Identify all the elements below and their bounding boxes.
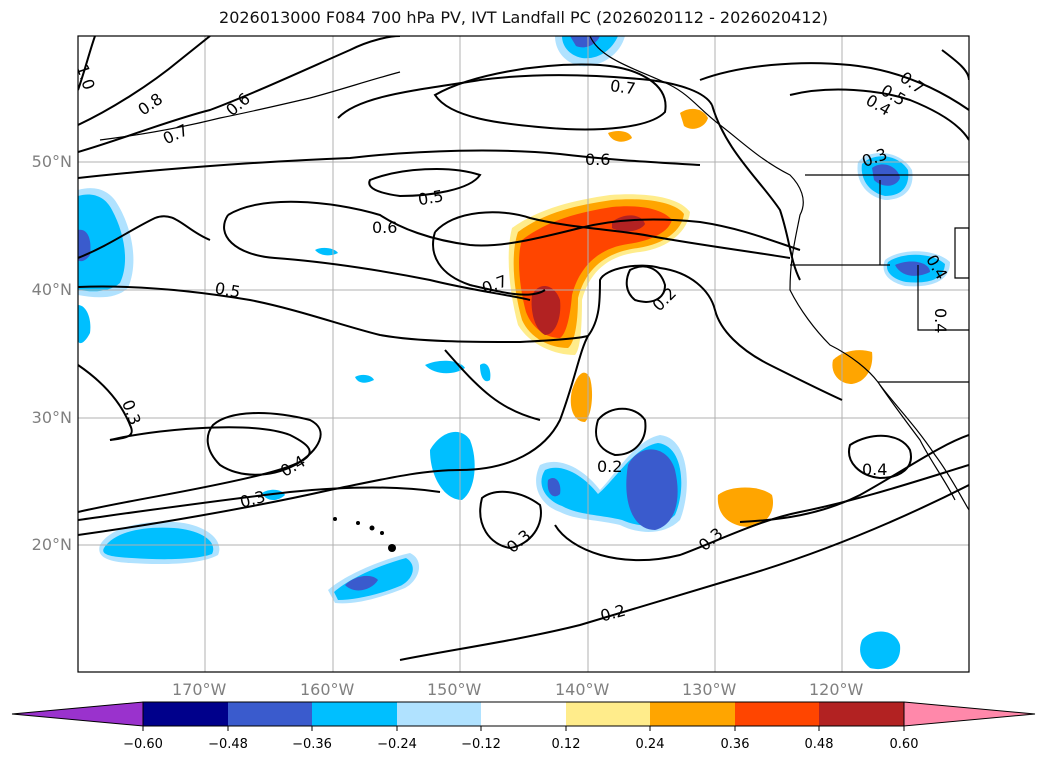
colorbar-swatch	[228, 702, 312, 726]
colorbar-swatch	[143, 702, 228, 726]
lon-label: 120°W	[809, 680, 864, 699]
contour-label: 0.6	[372, 218, 397, 237]
colorbar-tick-label: −0.36	[292, 737, 332, 752]
lon-label: 160°W	[300, 680, 355, 699]
lat-label: 20°N	[31, 535, 72, 554]
colorbar-swatch	[650, 702, 735, 726]
colorbar-swatch	[819, 702, 904, 726]
map-frame	[77, 35, 970, 673]
colorbar-tick-label: 0.60	[889, 737, 919, 752]
pv-contours	[78, 36, 969, 661]
hawaii-islands	[333, 517, 396, 552]
colorbar-tick-label: 0.24	[635, 737, 665, 752]
lon-label: 170°W	[172, 680, 227, 699]
contour-label: 0.7	[609, 76, 637, 98]
colorbar-tick-label: −0.12	[461, 737, 501, 752]
colorbar-swatch	[566, 702, 650, 726]
contour-label: 0.6	[585, 150, 610, 169]
lat-label: 50°N	[31, 152, 72, 171]
contour-label: 1.0	[73, 62, 99, 92]
coastlines	[99, 36, 969, 511]
contour-label: 0.5	[213, 279, 241, 302]
colorbar-tick-label: −0.60	[123, 737, 163, 752]
lat-label: 30°N	[31, 408, 72, 427]
map-title: 2026013000 F084 700 hPa PV, IVT Landfall…	[219, 8, 828, 27]
colorbar-tick-label: −0.24	[377, 737, 417, 752]
lon-label: 150°W	[427, 680, 482, 699]
colorbar-swatch	[312, 702, 397, 726]
lon-label: 130°W	[682, 680, 737, 699]
colorbar-extend-high	[903, 701, 1036, 727]
colorbar-swatch	[481, 702, 566, 726]
lon-label: 140°W	[555, 680, 610, 699]
lat-label: 40°N	[31, 280, 72, 299]
contour-label: 0.5	[416, 186, 444, 209]
gridlines	[78, 36, 969, 672]
contour-label: 0.4	[931, 308, 950, 333]
colorbar-tick-label: −0.48	[208, 737, 248, 752]
colorbar-tick-label: 0.36	[720, 737, 750, 752]
colorbar	[11, 701, 1036, 731]
colorbar-swatch	[735, 702, 819, 726]
colorbar-tick-label: 0.48	[804, 737, 834, 752]
contour-label: 0.4	[862, 460, 887, 479]
colorbar-extend-low	[11, 701, 144, 727]
colorbar-swatch	[397, 702, 481, 726]
contour-label: 0.2	[597, 457, 622, 476]
colorbar-tick-label: 0.12	[551, 737, 581, 752]
